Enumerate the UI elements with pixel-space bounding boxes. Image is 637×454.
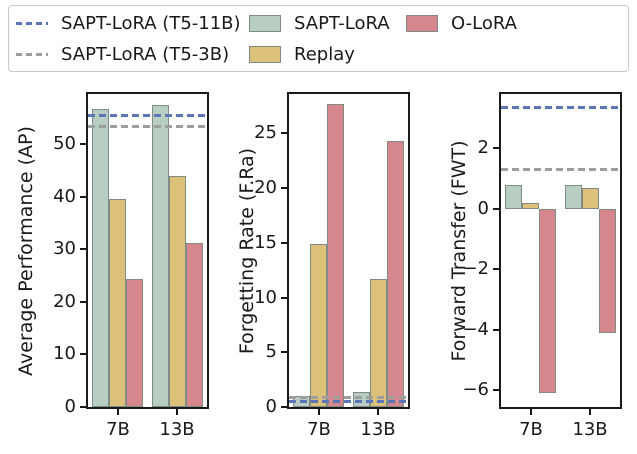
x-tick-label: 7B [519,419,543,440]
bar-replay-13b [369,278,387,407]
y-tick-mark [493,328,499,331]
hline-sapt-lora-t5-11b [289,400,408,403]
y-tick-label: 50 [53,132,76,154]
y-tick-label: 10 [254,286,277,308]
bar-replay-13b [168,175,186,407]
y-tick-label: −4 [462,318,489,340]
x-tick-label: 7B [307,419,331,440]
y-tick-label: 0 [265,396,277,417]
hline-sapt-lora-t5-11b [501,106,620,109]
bar-sapt-lora-13b [352,391,370,407]
y-tick-mark [281,296,287,299]
legend: SAPT-LoRA (T5-11B) SAPT-LoRA (T5-3B) SAP… [8,5,629,72]
y-tick-mark [493,389,499,392]
bar-o-lora-7b [327,103,345,407]
y-tick-mark [281,351,287,354]
x-tick-mark [116,409,119,415]
bar-replay-7b [109,199,127,407]
y-tick-label: 30 [53,238,76,260]
y-axis-label-forward-transfer-fwt: Forward Transfer (FWT) [448,139,470,362]
bar-sapt-lora-7b [505,184,523,209]
x-tick-mark [529,409,532,415]
legend-item-o-lora: O-LoRA [406,13,628,35]
bar-replay-7b [522,202,540,209]
color-swatch-o-lora [406,15,438,32]
y-tick-label: 15 [254,231,277,253]
x-tick-label: 7B [106,419,130,440]
legend-label-replay: Replay [294,43,355,65]
bar-o-lora-7b [126,279,144,407]
x-tick-label: 13B [159,419,195,440]
legend-label-sapt-lora-t5-11b: SAPT-LoRA (T5-11B) [61,12,241,34]
plot-frame [287,92,410,409]
bar-replay-7b [310,243,328,407]
y-tick-label: −2 [462,258,489,280]
bar-sapt-lora-7b [92,109,110,407]
y-tick-mark [80,248,86,251]
legend-item-replay: Replay [249,44,406,66]
y-tick-label: 10 [53,343,76,365]
dashed-line-swatch-t5-11b [16,22,48,25]
y-tick-mark [80,142,86,145]
y-tick-mark [281,406,287,408]
bar-replay-13b [581,187,599,209]
y-tick-mark [493,147,499,150]
y-tick-mark [493,207,499,210]
y-tick-label: 20 [53,290,76,312]
y-tick-label: 0 [64,396,76,417]
y-tick-label: 25 [254,122,277,144]
x-tick-mark [317,409,320,415]
y-tick-mark [281,132,287,135]
bar-o-lora-13b [386,141,404,407]
legend-item-sapt-lora-t5-11b: SAPT-LoRA (T5-11B) [16,13,249,35]
x-tick-mark [377,409,380,415]
legend-grid: SAPT-LoRA (T5-11B) SAPT-LoRA (T5-3B) SAP… [9,6,628,70]
y-tick-label: 2 [477,137,489,159]
hline-sapt-lora-t5-3b [88,125,207,128]
x-tick-mark [176,409,179,415]
legend-item-sapt-lora: SAPT-LoRA [249,13,406,35]
hline-sapt-lora-t5-11b [88,114,207,117]
bar-sapt-lora-13b [564,184,582,209]
x-tick-label: 13B [360,419,396,440]
y-tick-mark [281,241,287,244]
plot-frame [499,92,622,409]
bar-sapt-lora-13b [151,105,169,407]
y-tick-label: 20 [254,177,277,199]
legend-label-sapt-lora: SAPT-LoRA [294,12,390,34]
y-tick-mark [493,268,499,271]
y-tick-mark [80,195,86,198]
x-tick-label: 13B [572,419,608,440]
bar-o-lora-13b [185,242,203,407]
bar-o-lora-13b [598,208,616,333]
color-swatch-sapt-lora [249,15,281,32]
x-tick-mark [589,409,592,415]
y-tick-mark [281,187,287,190]
bar-o-lora-7b [539,208,557,394]
legend-label-sapt-lora-t5-3b: SAPT-LoRA (T5-3B) [61,43,230,65]
y-tick-label: 0 [477,197,489,219]
y-tick-label: 5 [265,341,277,363]
y-tick-mark [80,300,86,303]
hline-sapt-lora-t5-3b [501,168,620,171]
y-tick-mark [80,406,86,408]
plot-frame [86,92,209,409]
legend-label-o-lora: O-LoRA [451,12,517,34]
y-tick-label: 40 [53,185,76,207]
y-tick-mark [80,353,86,356]
hline-sapt-lora-t5-3b [289,396,408,399]
color-swatch-replay [249,46,281,63]
y-tick-label: −6 [462,379,489,401]
legend-item-sapt-lora-t5-3b: SAPT-LoRA (T5-3B) [16,44,249,66]
dashed-line-swatch-t5-3b [16,53,48,56]
